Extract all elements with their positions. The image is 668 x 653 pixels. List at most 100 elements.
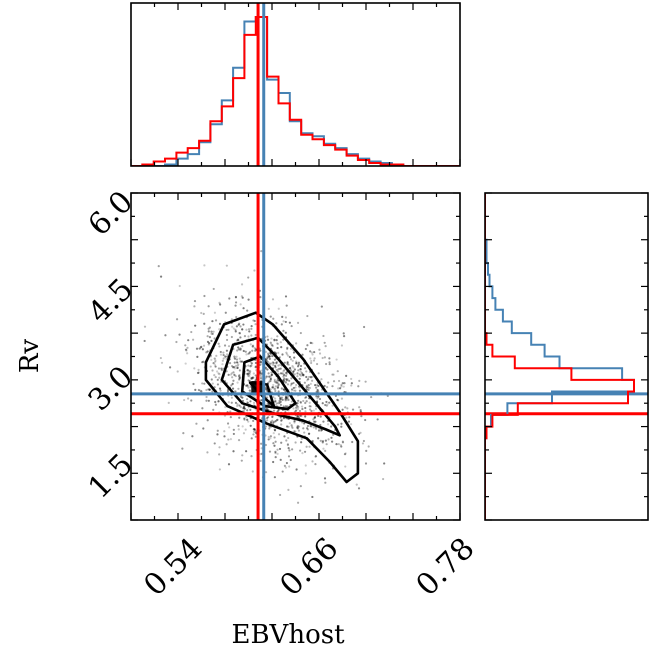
scatter-point	[246, 385, 249, 388]
scatter-point	[299, 364, 303, 368]
scatter-point	[264, 471, 268, 474]
x-tick-label: 0.78	[410, 531, 482, 603]
scatter-point	[233, 361, 236, 364]
scatter-point	[292, 386, 295, 390]
top-panel-frame	[130, 2, 461, 167]
scatter-point	[235, 355, 238, 358]
scatter-point	[297, 429, 301, 432]
scatter-point	[282, 388, 285, 391]
scatter-point	[231, 382, 234, 385]
scatter-point	[312, 418, 315, 421]
scatter-point	[254, 348, 257, 351]
scatter-point	[314, 383, 317, 387]
scatter-point	[219, 353, 223, 356]
scatter-point	[193, 299, 197, 303]
scatter-point	[290, 377, 293, 380]
scatter-point	[217, 400, 220, 403]
scatter-point	[234, 295, 238, 299]
scatter-point	[313, 357, 316, 360]
scatter-point	[274, 420, 277, 423]
scatter-point	[286, 363, 289, 366]
scatter-point	[242, 410, 246, 413]
scatter-point	[293, 373, 297, 376]
scatter-point	[218, 453, 221, 456]
scatter-point	[274, 400, 277, 403]
scatter-point	[216, 370, 219, 373]
scatter-point	[277, 307, 280, 310]
scatter-point	[270, 362, 273, 365]
scatter-point	[316, 388, 319, 392]
scatter-point	[267, 355, 271, 359]
scatter-point	[337, 442, 340, 446]
scatter-point	[191, 435, 194, 438]
scatter-point	[276, 370, 279, 373]
scatter-point	[302, 399, 305, 403]
scatter-point	[252, 372, 255, 375]
scatter-point	[300, 372, 304, 375]
scatter-point	[253, 269, 256, 272]
scatter-point	[278, 447, 282, 451]
scatter-point	[275, 381, 278, 384]
scatter-point	[219, 389, 222, 392]
scatter-point	[200, 345, 203, 349]
scatter-point	[248, 389, 251, 392]
scatter-point	[242, 406, 245, 409]
scatter-point	[320, 429, 323, 432]
scatter-point	[370, 395, 373, 399]
scatter-point	[284, 316, 288, 319]
scatter-point	[281, 372, 284, 375]
scatter-point	[276, 418, 279, 421]
scatter-point	[236, 364, 239, 367]
scatter-point	[319, 423, 322, 427]
scatter-point	[284, 295, 288, 298]
scatter-point	[236, 361, 239, 364]
scatter-point	[306, 428, 310, 431]
scatter-point	[276, 448, 279, 451]
scatter-point	[330, 425, 333, 428]
scatter-point	[295, 403, 298, 407]
scatter-point	[227, 438, 230, 441]
scatter-point	[233, 373, 236, 376]
scatter-point	[267, 352, 270, 355]
scatter-point	[360, 415, 363, 418]
scatter-point	[272, 386, 275, 389]
scatter-point	[207, 330, 210, 333]
scatter-point	[245, 398, 249, 401]
scatter-point	[242, 307, 245, 310]
scatter-point	[284, 398, 287, 401]
scatter-point	[239, 348, 242, 352]
scatter-point	[221, 363, 224, 366]
scatter-point	[276, 381, 279, 385]
scatter-point	[323, 384, 326, 388]
scatter-point	[282, 373, 286, 376]
scatter-point	[294, 430, 297, 433]
scatter-point	[250, 334, 253, 337]
scatter-point	[247, 386, 250, 389]
scatter-point	[266, 416, 269, 420]
scatter-point	[324, 345, 327, 348]
scatter-point	[240, 295, 243, 298]
scatter-point	[322, 420, 325, 423]
scatter-point	[310, 425, 313, 428]
scatter-point	[207, 327, 210, 330]
joint-scatter-contour	[130, 192, 461, 521]
scatter-point	[264, 388, 268, 391]
scatter-point	[297, 369, 300, 372]
scatter-point	[275, 368, 278, 372]
scatter-point	[260, 442, 263, 445]
scatter-point	[210, 378, 213, 381]
scatter-point	[227, 345, 231, 348]
scatter-point	[268, 450, 272, 453]
scatter-point	[305, 427, 309, 430]
scatter-point	[285, 371, 288, 374]
scatter-point	[367, 445, 370, 448]
scatter-point	[275, 361, 278, 364]
scatter-point	[252, 419, 255, 423]
scatter-point	[286, 361, 289, 365]
scatter-point	[275, 418, 279, 422]
scatter-point	[275, 381, 278, 384]
scatter-point	[316, 383, 319, 387]
scatter-point	[302, 374, 305, 377]
scatter-point	[237, 363, 240, 366]
scatter-point	[305, 375, 308, 379]
